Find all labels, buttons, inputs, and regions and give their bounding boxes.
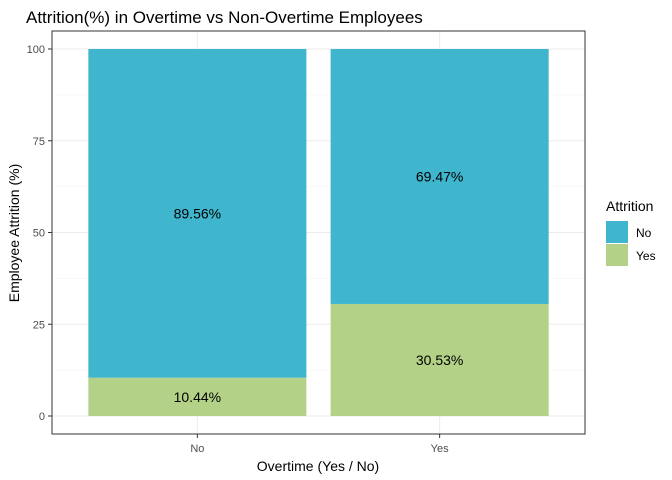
y-tick-label: 25 bbox=[33, 319, 45, 331]
y-tick-label: 75 bbox=[33, 136, 45, 148]
bar-yes-yes bbox=[330, 303, 549, 416]
data-label: 10.44% bbox=[174, 389, 221, 405]
bar-labels: 10.44% 89.56% 30.53% 69.47% bbox=[174, 168, 464, 404]
x-tick-label: No bbox=[190, 443, 204, 455]
y-tick-label: 100 bbox=[27, 44, 45, 56]
x-axis: No Yes bbox=[190, 434, 449, 455]
legend-label: Yes bbox=[636, 249, 656, 263]
data-label: 69.47% bbox=[416, 168, 463, 184]
y-axis-title: Employee Attrition (%) bbox=[6, 164, 22, 303]
legend: Attrition No Yes bbox=[606, 198, 656, 266]
data-label: 30.53% bbox=[416, 352, 463, 368]
y-tick-label: 50 bbox=[33, 228, 45, 240]
chart-title: Attrition(%) in Overtime vs Non-Overtime… bbox=[26, 8, 423, 27]
legend-key-yes bbox=[606, 244, 628, 266]
bar-no-yes bbox=[330, 49, 549, 304]
legend-title: Attrition bbox=[606, 198, 653, 214]
bar-no-no bbox=[88, 49, 307, 378]
legend-key-no bbox=[606, 221, 628, 243]
x-tick-label: Yes bbox=[431, 443, 449, 455]
bars bbox=[88, 49, 549, 416]
legend-label: No bbox=[636, 226, 652, 240]
data-label: 89.56% bbox=[174, 205, 221, 221]
y-tick-label: 0 bbox=[39, 411, 45, 423]
bar-yes-no bbox=[88, 377, 307, 416]
x-axis-title: Overtime (Yes / No) bbox=[257, 458, 379, 474]
y-axis: 0 25 50 75 100 bbox=[27, 44, 52, 423]
